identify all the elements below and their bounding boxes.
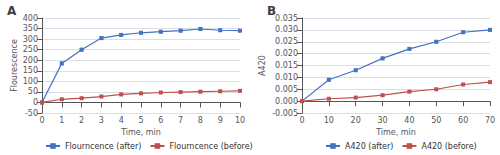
svg-text:200: 200 [23,56,38,65]
svg-text:350: 350 [23,24,38,33]
svg-text:0.005: 0.005 [275,85,298,94]
svg-text:0: 0 [39,116,44,125]
svg-text:300: 300 [23,35,38,44]
svg-text:10: 10 [235,116,245,125]
svg-text:Flourescence: Flourescence [10,39,19,92]
svg-text:0.000: 0.000 [275,97,298,106]
svg-text:8: 8 [198,116,203,125]
svg-text:2: 2 [79,116,84,125]
svg-text:70: 70 [485,116,495,125]
svg-text:30: 30 [377,116,387,125]
svg-text:40: 40 [404,116,414,125]
svg-text:A: A [7,4,17,18]
svg-text:Flourncence (before): Flourncence (before) [169,142,252,151]
svg-text:3: 3 [99,116,104,125]
svg-text:0: 0 [299,116,304,125]
svg-text:20: 20 [351,116,361,125]
svg-text:6: 6 [158,116,163,125]
svg-text:10: 10 [324,116,334,125]
svg-text:250: 250 [23,45,38,54]
svg-text:B: B [267,4,276,18]
svg-text:50: 50 [431,116,441,125]
svg-text:A420 (before): A420 (before) [421,142,476,151]
svg-text:0.030: 0.030 [275,25,298,34]
svg-text:1: 1 [59,116,64,125]
svg-text:4: 4 [119,116,124,125]
svg-text:400: 400 [23,14,38,23]
svg-text:0.020: 0.020 [275,49,298,58]
svg-text:100: 100 [23,77,38,86]
svg-text:9: 9 [218,116,223,125]
svg-text:50: 50 [28,87,38,96]
svg-text:0.035: 0.035 [275,14,298,23]
svg-text:Time, min: Time, min [120,128,161,137]
svg-text:0: 0 [33,98,38,107]
svg-text:-0.005: -0.005 [272,109,298,118]
svg-text:Time, min: Time, min [375,128,416,137]
svg-text:0.015: 0.015 [275,61,298,70]
svg-text:-50: -50 [25,109,38,118]
svg-text:60: 60 [458,116,468,125]
svg-text:7: 7 [178,116,183,125]
svg-text:A420: A420 [258,55,267,76]
svg-text:0.010: 0.010 [275,73,298,82]
svg-text:5: 5 [138,116,143,125]
svg-text:150: 150 [23,66,38,75]
svg-text:0.025: 0.025 [275,37,298,46]
svg-text:Flourncence (after): Flourncence (after) [65,142,141,151]
svg-text:A420 (after): A420 (after) [345,142,393,151]
